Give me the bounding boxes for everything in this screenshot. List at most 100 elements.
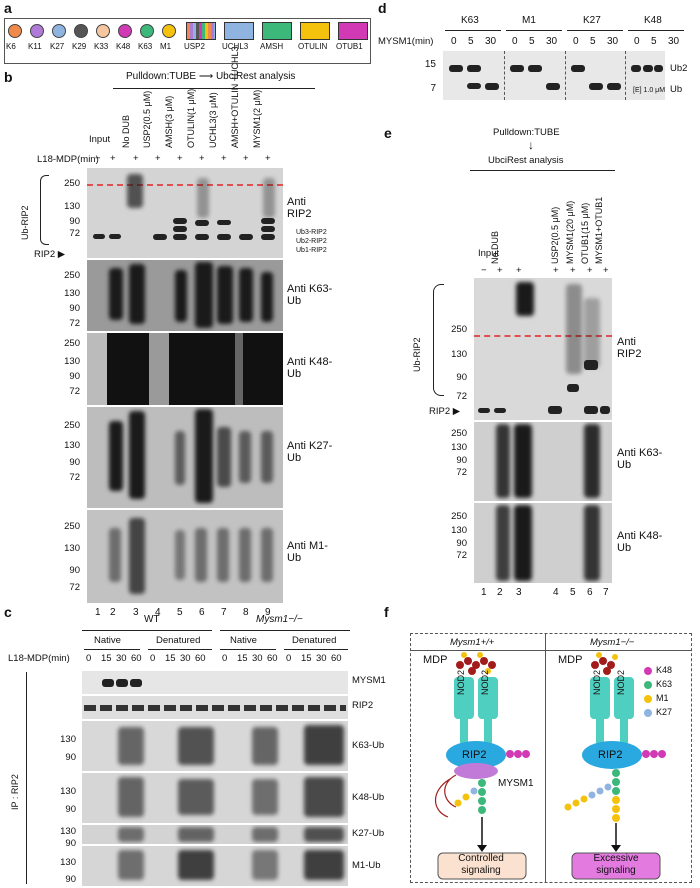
smear	[514, 424, 532, 498]
d-time: 5	[468, 36, 474, 47]
smear	[178, 827, 214, 842]
band	[485, 83, 499, 90]
smear	[129, 411, 145, 499]
dub-swatch-otub1	[338, 22, 368, 40]
c-blot-k48	[82, 773, 348, 823]
c-time: 30	[180, 653, 191, 664]
d-chain-m1: M1	[522, 15, 536, 26]
e-rip2-label: RIP2 ▶	[429, 406, 461, 417]
dub-label-otulin: OTULIN	[298, 42, 328, 51]
panel-label-e: e	[384, 125, 392, 141]
c-mw: 130	[60, 734, 76, 745]
c-native-1: Native	[94, 635, 121, 646]
f-excessive: Excessive signaling	[593, 853, 639, 876]
f-ko-rip2-label: RIP2	[598, 749, 623, 761]
smear	[252, 779, 278, 815]
dub-swatch-usp2	[186, 22, 216, 40]
c-label-m1: M1-Ub	[352, 860, 381, 871]
d-time: 0	[451, 36, 457, 47]
c-label-k48: K48-Ub	[352, 792, 385, 803]
smear	[217, 528, 229, 582]
chain-dot-k6	[8, 24, 22, 38]
chain-label-k6: K6	[6, 42, 16, 51]
band	[510, 65, 524, 72]
band	[584, 406, 598, 414]
smear	[304, 850, 344, 880]
chain-label-k33: K33	[94, 42, 109, 51]
e-arrow: ↓	[528, 138, 534, 152]
f-wt-mdp-dots	[456, 652, 496, 675]
f-wt-title: Mysm1+/+	[450, 637, 495, 648]
smear	[217, 427, 231, 487]
b-mw: 130	[64, 440, 80, 451]
f-wt-membrane-l	[460, 719, 468, 743]
b-col-3: AMSH(3 μM)	[164, 95, 174, 148]
f-ko-rip2	[582, 741, 642, 769]
f-wt-mysm1	[454, 763, 498, 779]
c-time: 60	[131, 653, 142, 664]
d-time: 0	[512, 36, 518, 47]
b-mw-72: 72	[69, 228, 80, 239]
b-mw: 250	[64, 270, 80, 281]
c-wt-label: WT	[144, 614, 160, 625]
band	[567, 384, 579, 392]
f-wt-nod2-left	[454, 677, 474, 719]
e-mw-90: 90	[456, 372, 467, 383]
c-ip-bracket	[26, 672, 27, 884]
smear	[175, 431, 185, 485]
f-controlled: Controlled signaling	[458, 853, 504, 876]
smear	[261, 272, 273, 322]
e-pulldown-header: Pulldown:TUBE	[493, 127, 560, 138]
b-input-label: Input	[89, 134, 111, 145]
smear	[109, 268, 123, 320]
f-wt-mdp: MDP	[423, 654, 448, 666]
dub-swatch-otulin	[300, 22, 330, 40]
dub-swatch-uchl3	[224, 22, 254, 40]
d-time: 30	[546, 36, 558, 47]
band	[548, 406, 562, 414]
b-antibody-k48: Anti K48-Ub	[287, 356, 333, 380]
smear	[584, 505, 600, 581]
c-wt-rule	[82, 630, 212, 631]
smear	[118, 827, 144, 842]
f-ko-nod2-a: NOD2	[592, 669, 602, 695]
smear	[118, 850, 144, 880]
e-antibody-rip2: Anti RIP2	[617, 336, 642, 360]
band	[467, 65, 481, 72]
b-mw: 130	[64, 288, 80, 299]
band	[589, 83, 603, 90]
b-col-7: MYSM1(2 μM)	[252, 89, 262, 148]
c-time: 15	[237, 653, 248, 664]
b-mw: 90	[69, 303, 80, 314]
f-divider	[545, 633, 546, 882]
c-label-rip2: RIP2	[352, 700, 374, 711]
c-time: 30	[252, 653, 263, 664]
e-ub-rip2-label: Ub-RIP2	[412, 337, 422, 372]
d-chain-k63: K63	[461, 15, 479, 26]
smear	[252, 727, 278, 765]
smear	[175, 270, 187, 322]
f-legend-dot-k63	[644, 681, 652, 689]
ubiquitin-cutoff-line	[474, 335, 612, 337]
band	[261, 234, 275, 240]
c-time: 0	[150, 653, 156, 664]
e-lane-number: 6	[587, 587, 593, 598]
e-antibody-k63: Anti K63-Ub	[617, 447, 663, 471]
band	[571, 65, 585, 72]
f-wt-nod2-b: NOD2	[480, 669, 490, 695]
panel-label-c: c	[4, 604, 12, 620]
b-sign: +	[221, 153, 227, 164]
panel-label-f: f	[384, 604, 389, 620]
e-input-label: Input	[478, 248, 500, 259]
b-mw: 130	[64, 543, 80, 554]
smear	[584, 424, 600, 498]
c-blot-k63	[82, 721, 348, 771]
d-time: 0	[573, 36, 579, 47]
b-lane-number: 9	[265, 607, 271, 618]
smear	[109, 528, 121, 582]
band	[478, 408, 490, 413]
smear	[178, 727, 214, 765]
band	[102, 679, 114, 687]
b-pulldown-header: Pulldown:TUBE ⟶ UbciRest analysis	[126, 71, 296, 82]
smear	[566, 284, 582, 374]
